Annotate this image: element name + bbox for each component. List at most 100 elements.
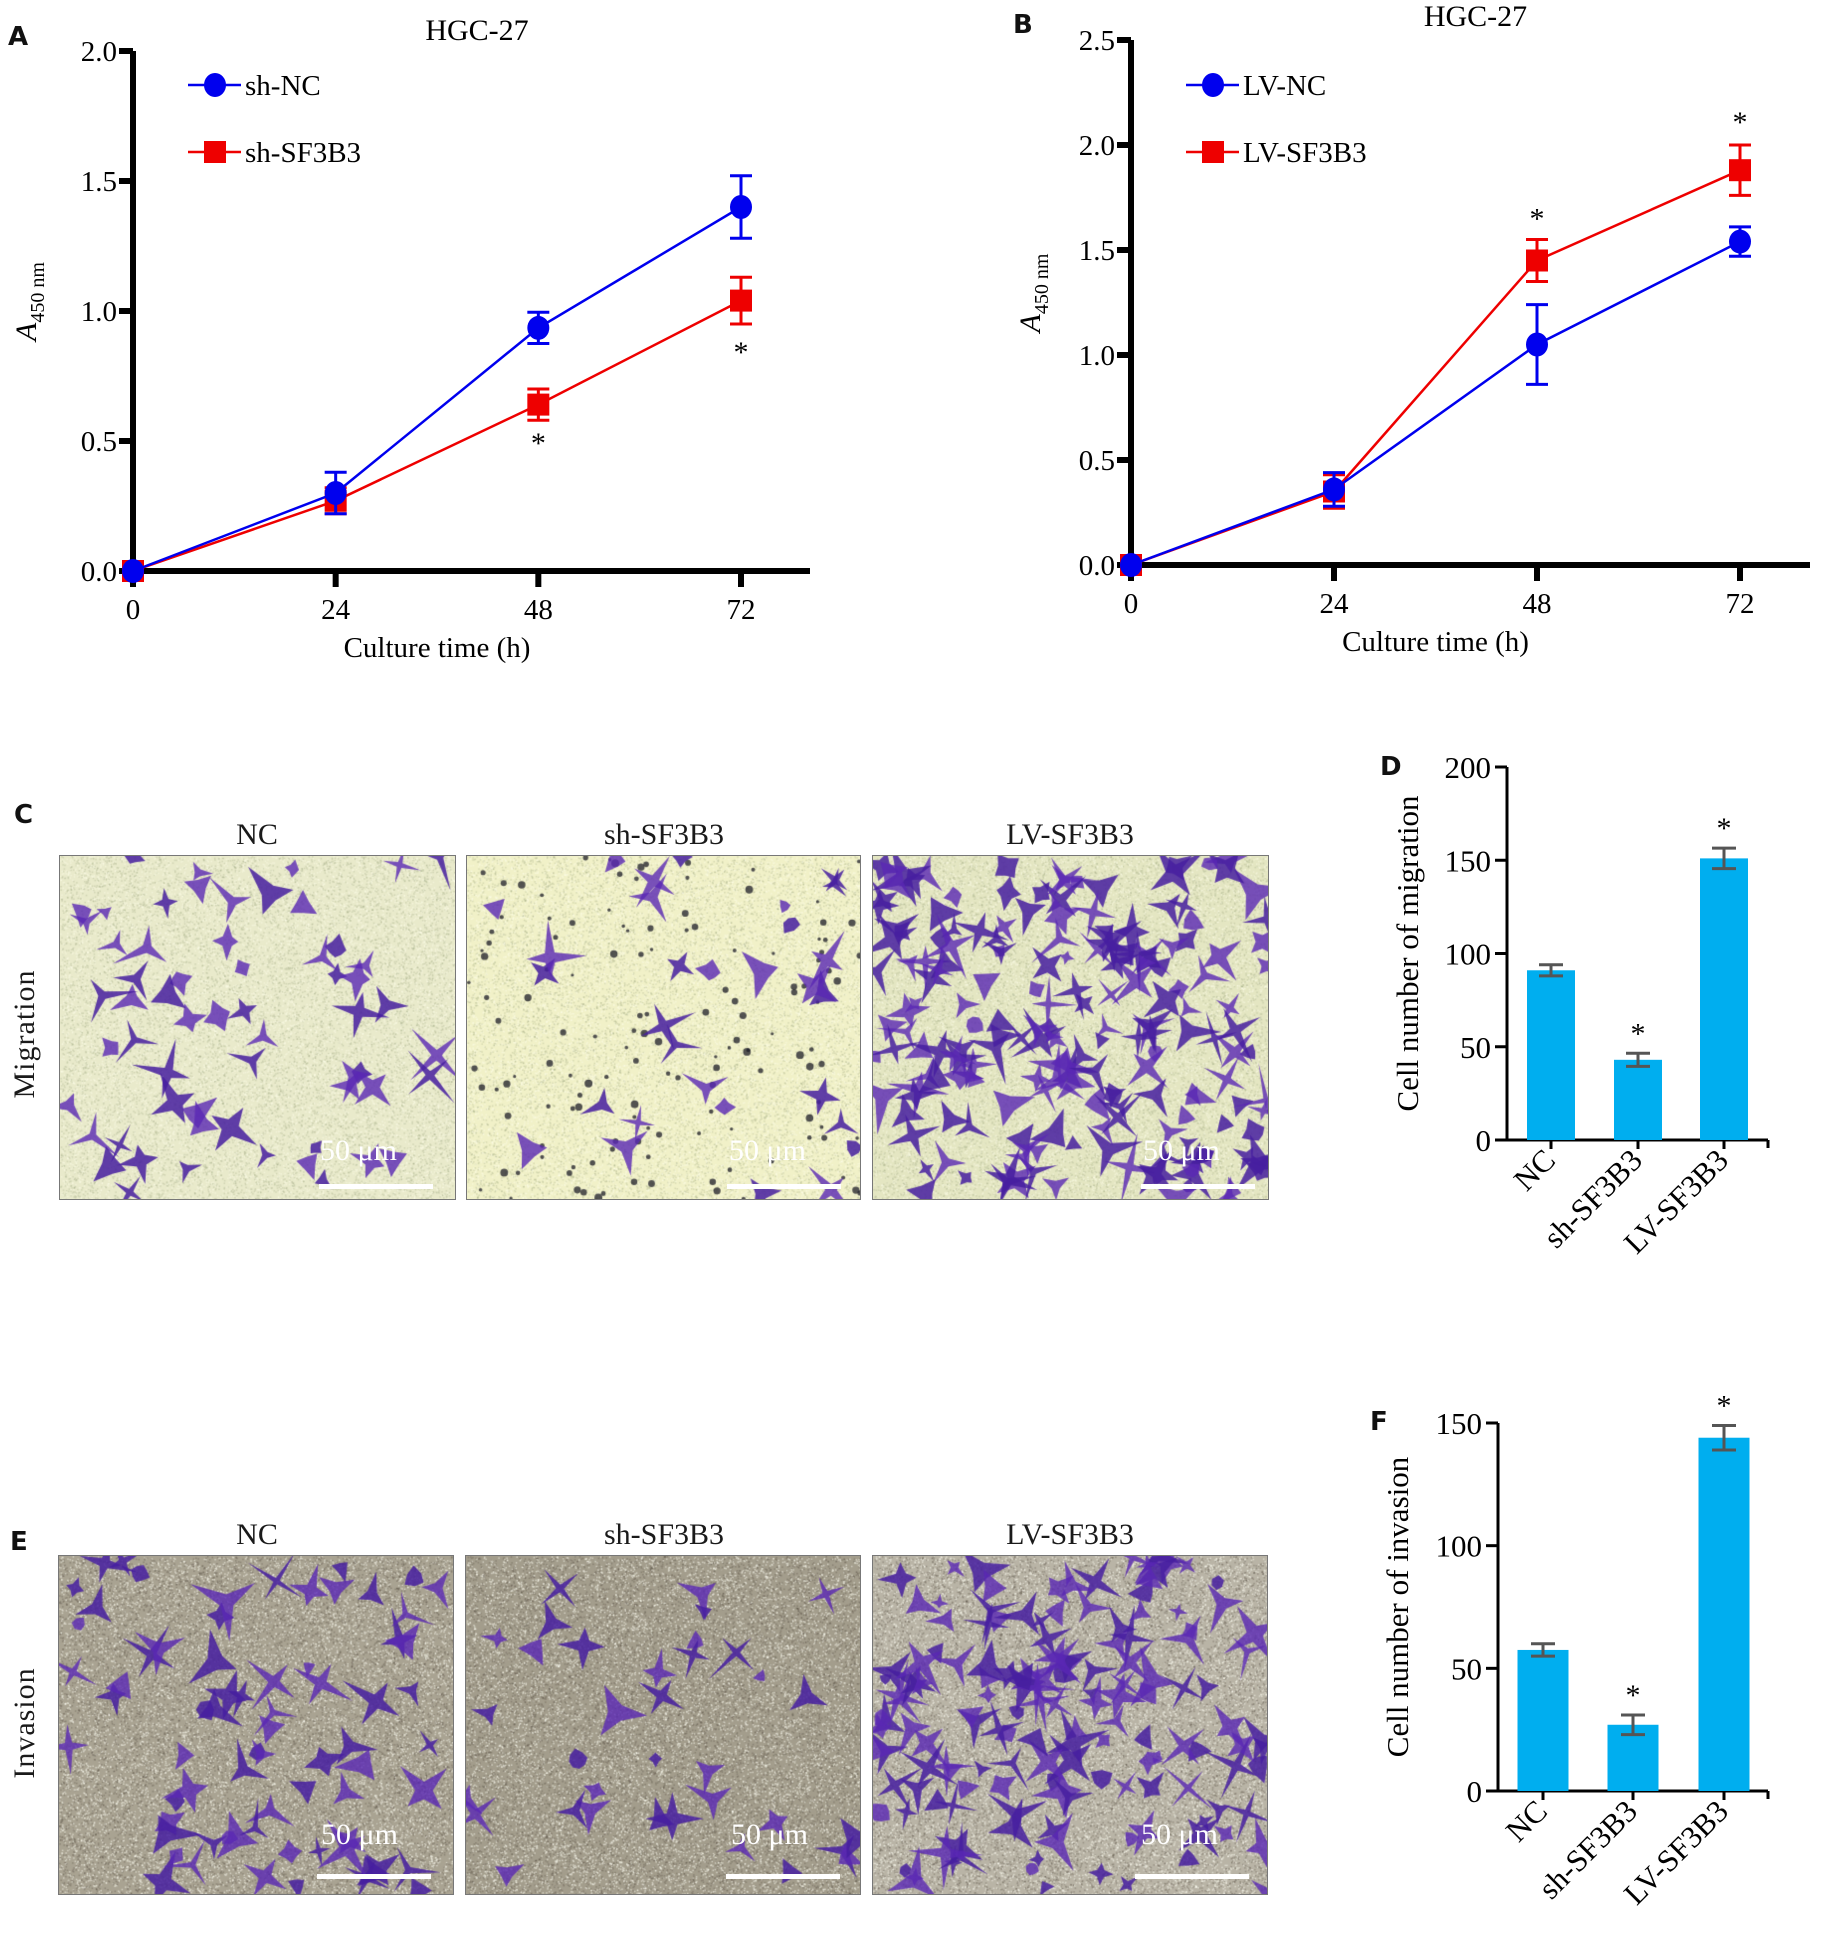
legend-label: sh-SF3B3: [245, 137, 361, 169]
significance-star: *: [531, 427, 546, 460]
y-tick-label: 150: [1445, 843, 1492, 878]
data-point-sh-NC: [324, 481, 347, 505]
data-point-sh-NC: [527, 315, 550, 340]
micrograph-migration-sh-sf3b3: 50 μm: [466, 855, 861, 1200]
y-tick-label: 50: [1460, 1030, 1491, 1065]
y-tick-label: 100: [1436, 1529, 1483, 1564]
chart-a-growth-curve: HGC-27 0.0 0.5 1.0 1.5 2.0 0 24 48 72 Culture time…: [10, 14, 810, 664]
scale-label: 50 μm: [731, 1818, 808, 1851]
row-label-migration: Migration: [8, 969, 41, 1099]
scale-bar: [319, 1184, 433, 1189]
scale-label: 50 μm: [1141, 1818, 1218, 1851]
chart-b-growth-curve: HGC-27 0.0 0.5 1.0 1.5 2.0 2.5 0 24 48 72 Culture t…: [1014, 0, 1810, 658]
y-axis-label: A450 nm: [1014, 253, 1053, 334]
y-tick-label: 200: [1445, 750, 1492, 785]
legend-label: LV-NC: [1243, 70, 1326, 102]
y-tick-label: 0: [1467, 1774, 1483, 1809]
y-tick-label: 2.5: [1079, 25, 1115, 57]
series-line-sh-NC: [132, 205, 742, 573]
series-line-LV-SF3B3: [1130, 169, 1741, 567]
bar-sh-SF3B3: [1614, 1059, 1662, 1140]
y-axis-label-sub: 450 nm: [27, 262, 49, 323]
panel-label-c: C: [14, 800, 34, 830]
micrograph-invasion-nc: 50 μm: [58, 1555, 454, 1895]
bar-NC: [1517, 1649, 1569, 1791]
data-point-sh-SF3B3: [527, 393, 550, 416]
significance-star: *: [1626, 1679, 1641, 1712]
y-tick-label: 0: [1476, 1123, 1492, 1158]
scale-bar: [726, 1874, 840, 1879]
x-tick-label: 48: [1523, 588, 1552, 620]
data-point-sh-NC: [122, 559, 144, 583]
y-axis-label: A450 nm: [10, 262, 49, 343]
x-tick-label: 72: [1726, 588, 1755, 620]
y-axis-label: Cell number of invasion: [1380, 1456, 1415, 1757]
legend-label: sh-NC: [245, 70, 321, 102]
panel-label-f: F: [1370, 1407, 1388, 1437]
series-line-LV-NC: [1130, 240, 1741, 567]
legend-marker: [204, 73, 226, 97]
chart-title: HGC-27: [1424, 0, 1527, 33]
panel-label-a: A: [8, 22, 29, 52]
legend-marker: [1202, 73, 1224, 97]
significance-star: *: [1733, 106, 1748, 139]
panel-label-e: E: [10, 1527, 28, 1557]
data-point-LV-SF3B3: [1729, 159, 1751, 182]
micrograph-invasion-sh-sf3b3: 50 μm: [465, 1555, 861, 1895]
y-tick-label: 0.5: [1079, 445, 1115, 477]
bar-LV-SF3B3: [1698, 1437, 1750, 1791]
column-title-lv-c: LV-SF3B3: [1006, 818, 1134, 851]
x-tick-label: 24: [321, 594, 351, 626]
data-point-LV-NC: [1323, 477, 1345, 502]
x-tick-label: 48: [524, 594, 553, 626]
y-tick-label: 2.0: [1079, 130, 1115, 162]
column-title-nc-e: NC: [236, 1518, 278, 1551]
panel-label-b: B: [1013, 10, 1033, 40]
data-point-LV-NC: [1526, 332, 1548, 357]
y-tick-label: 50: [1451, 1651, 1482, 1686]
data-point-LV-NC: [1120, 553, 1142, 577]
y-axis-label-main: A: [1014, 314, 1047, 335]
data-point-sh-SF3B3: [730, 289, 752, 312]
scale-label: 50 μm: [320, 1134, 397, 1167]
y-tick-label: 2.0: [81, 36, 117, 68]
significance-star: *: [1631, 1017, 1646, 1050]
x-axis-label: Culture time (h): [1342, 626, 1529, 658]
bar-LV-SF3B3: [1700, 858, 1748, 1140]
chart-title: HGC-27: [425, 14, 528, 47]
x-axis-label: Culture time (h): [344, 632, 531, 664]
column-title-lv-e: LV-SF3B3: [1006, 1518, 1134, 1551]
data-point-LV-SF3B3: [1526, 249, 1548, 272]
y-tick-label: 1.5: [1079, 235, 1115, 267]
legend-label: LV-SF3B3: [1243, 137, 1367, 169]
y-tick-label: 0.5: [81, 426, 117, 458]
bar-NC: [1527, 970, 1575, 1140]
scale-label: 50 μm: [321, 1818, 398, 1851]
scale-bar: [1141, 1184, 1255, 1189]
legend-marker: [1202, 141, 1224, 163]
significance-star: *: [1717, 812, 1732, 845]
x-tick-label: NC: [1507, 1142, 1562, 1197]
y-tick-label: 150: [1436, 1406, 1483, 1441]
column-title-sh-c: sh-SF3B3: [603, 818, 725, 851]
x-tick-label: 72: [727, 594, 756, 626]
scale-bar: [727, 1184, 841, 1189]
scale-bar: [317, 1874, 431, 1879]
column-title-nc-c: NC: [236, 818, 278, 851]
y-tick-label: 0.0: [1079, 550, 1115, 582]
y-tick-label: 1.5: [81, 166, 117, 198]
y-axis-label-main: A: [10, 322, 43, 343]
scale-label: 50 μm: [1143, 1134, 1220, 1167]
micrograph-invasion-lv-sf3b3: 50 μm: [872, 1555, 1268, 1895]
scale-label: 50 μm: [729, 1134, 806, 1167]
micrograph-migration-lv-sf3b3: 50 μm: [872, 855, 1269, 1200]
y-axis-label-sub: 450 nm: [1031, 253, 1053, 314]
y-tick-label: 0.0: [81, 556, 117, 588]
scale-bar: [1135, 1874, 1249, 1879]
column-title-sh-e: sh-SF3B3: [603, 1518, 725, 1551]
significance-star: *: [1530, 202, 1545, 235]
x-tick-label: 24: [1320, 588, 1350, 620]
y-tick-label: 100: [1445, 937, 1492, 972]
